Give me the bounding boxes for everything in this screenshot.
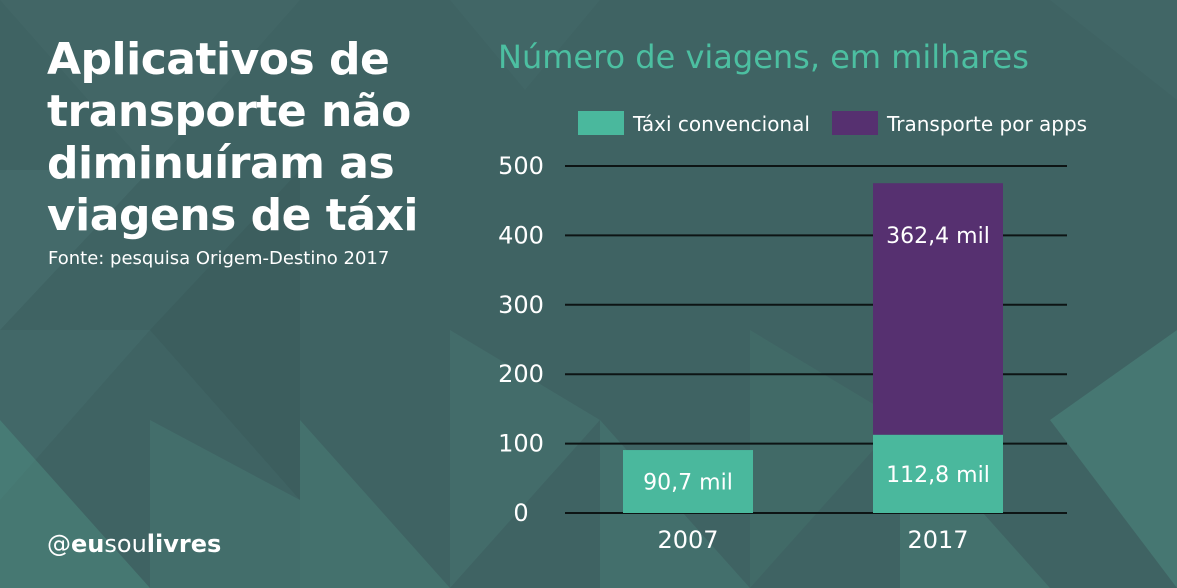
handle-prefix: @ [47,530,71,558]
y-tick-label: 300 [498,291,544,319]
bar-apps [873,183,1003,435]
social-handle: @eusoulivres [47,530,221,558]
handle-part1: eu [71,530,105,558]
legend-label: Transporte por apps [886,112,1087,136]
legend-swatch [832,111,878,135]
x-tick-label: 2017 [907,526,968,554]
bar-taxi [623,450,753,513]
legend-swatch [578,111,624,135]
data-label: 90,7 mil [643,471,733,496]
y-tick-label: 100 [498,430,544,458]
y-tick-label: 200 [498,360,544,388]
y-tick-label: 400 [498,221,544,249]
data-label: 112,8 mil [886,463,990,488]
data-label: 362,4 mil [886,224,990,249]
y-tick-label: 500 [498,152,544,180]
headline: Aplicativos de transporte não diminuíram… [47,34,418,241]
handle-part2: sou [104,530,147,558]
x-tick-label: 2007 [657,526,718,554]
bar-taxi [873,434,1003,513]
handle-part3: livres [146,530,222,558]
source-note: Fonte: pesquisa Origem-Destino 2017 [48,248,390,269]
y-tick-label: 0 [513,499,528,527]
chart-title: Número de viagens, em milhares [498,38,1029,76]
legend-label: Táxi convencional [632,112,810,136]
